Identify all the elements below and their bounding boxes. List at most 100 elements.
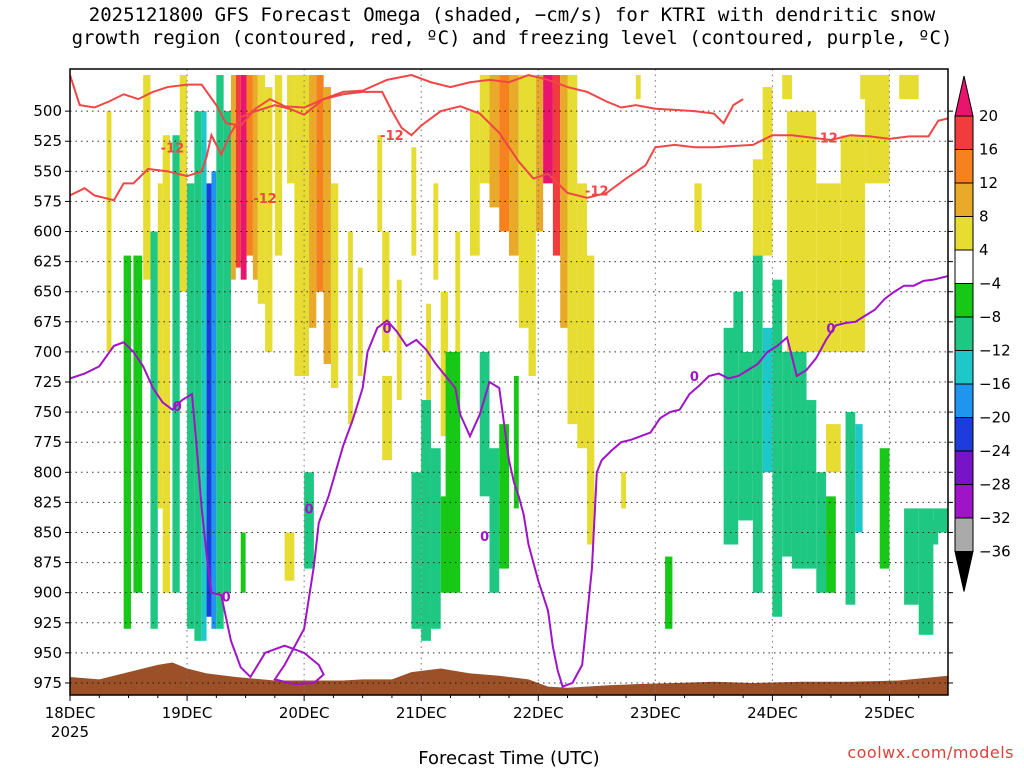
- colorbar-label: −28: [979, 476, 1011, 494]
- colorbar-swatch: [954, 149, 974, 184]
- y-tick-label: 550: [33, 162, 62, 180]
- x-axis-title: Forecast Time (UTC): [418, 748, 599, 768]
- omega-band: [133, 255, 143, 593]
- colorbar-label: 8: [979, 208, 989, 226]
- omega-band: [840, 135, 866, 352]
- omega-band: [782, 351, 792, 557]
- omega-band: [489, 448, 500, 593]
- omega-band: [733, 291, 744, 352]
- freezing-contour-label: 0: [222, 590, 231, 605]
- watermark: coolwx.com/models: [847, 743, 1014, 762]
- omega-band: [143, 75, 151, 280]
- omega-band: [179, 75, 188, 292]
- omega-band: [123, 255, 131, 629]
- omega-band: [430, 448, 441, 629]
- y-tick-label: 950: [33, 644, 62, 662]
- y-tick-label: 675: [33, 313, 62, 331]
- x-tick-label: 24DEC: [747, 704, 798, 722]
- omega-band: [304, 472, 314, 569]
- dgz-contour-label: -12: [380, 129, 404, 144]
- y-tick-label: 875: [33, 554, 62, 572]
- colorbar-swatch: [954, 216, 974, 251]
- omega-band: [535, 75, 544, 232]
- freezing-contour-label: 0: [173, 400, 182, 415]
- y-tick-label: 500: [33, 102, 62, 120]
- dgz-contour-top: [69, 90, 949, 202]
- omega-band: [694, 183, 702, 232]
- dgz-contour-label: -12: [585, 185, 609, 200]
- x-tick-label: 19DEC: [162, 704, 213, 722]
- colorbar-swatch: [954, 249, 974, 284]
- omega-band: [752, 255, 763, 593]
- omega-band: [172, 135, 180, 593]
- omega-band: [187, 183, 195, 629]
- omega-band: [499, 75, 509, 232]
- x-tick-label: 20DEC: [279, 704, 330, 722]
- colorbar-swatch: [954, 182, 974, 217]
- omega-band: [479, 75, 490, 184]
- y-tick-label: 575: [33, 192, 62, 210]
- colorbar-bottom-arrow: [954, 551, 974, 592]
- freezing-contour-label: 0: [690, 370, 699, 385]
- y-tick-label: 600: [33, 223, 62, 241]
- colorbar-label: 16: [979, 141, 998, 159]
- omega-band: [246, 75, 253, 256]
- chart-title-line-2: growth region (contoured, red, ºC) and f…: [71, 27, 953, 49]
- omega-band: [265, 87, 273, 352]
- colorbar-swatch: [954, 383, 974, 418]
- omega-band: [440, 291, 449, 437]
- x-tick-label: 18DEC: [45, 704, 96, 722]
- y-tick-label: 625: [33, 253, 62, 271]
- colorbar-label: −8: [979, 308, 1001, 326]
- y-tick-label: 925: [33, 614, 62, 632]
- colorbar-label: −24: [979, 442, 1011, 460]
- y-tick-label: 700: [33, 343, 62, 361]
- omega-band: [928, 520, 939, 545]
- colorbar-swatch: [954, 316, 974, 351]
- colorbar-swatch: [954, 484, 974, 519]
- omega-band: [240, 75, 247, 280]
- terrain-layer: [70, 662, 948, 695]
- omega-band: [518, 75, 529, 328]
- omega-band: [348, 231, 353, 425]
- freezing-contour-label: 0: [480, 530, 489, 545]
- omega-band: [240, 532, 246, 593]
- omega-band: [499, 424, 509, 569]
- y-tick-label: 825: [33, 493, 62, 511]
- omega-band: [162, 135, 170, 593]
- omega-band: [357, 267, 363, 376]
- omega-band: [665, 556, 673, 629]
- omega-band: [543, 75, 553, 184]
- omega-band: [252, 75, 258, 280]
- colorbar-label: −20: [979, 409, 1011, 427]
- y-tick-label: 725: [33, 373, 62, 391]
- omega-band: [738, 351, 753, 521]
- omega-band: [316, 75, 324, 292]
- omega-band: [762, 87, 773, 256]
- omega-band: [552, 75, 561, 256]
- omega-band: [150, 231, 158, 629]
- omega-band: [806, 400, 817, 569]
- dgz-contour-label: -12: [814, 132, 838, 147]
- omega-band: [284, 532, 295, 581]
- y-tick-label: 800: [33, 463, 62, 481]
- omega-band: [587, 255, 595, 545]
- y-tick-label: 900: [33, 584, 62, 602]
- dgz-contour-bottom: [69, 73, 744, 127]
- omega-band: [382, 231, 390, 352]
- x-tick-label: 25DEC: [864, 704, 915, 722]
- omega-band: [816, 472, 827, 593]
- omega-band: [879, 448, 890, 569]
- colorbar-swatch: [954, 283, 974, 318]
- x-tick-label: 22DEC: [513, 704, 564, 722]
- omega-band: [479, 351, 490, 497]
- omega-band: [421, 400, 431, 641]
- omega-band: [433, 183, 439, 280]
- colorbar-label: 20: [979, 107, 998, 125]
- colorbar-swatch: [954, 350, 974, 385]
- omega-band: [860, 75, 885, 100]
- y-tick-label: 650: [33, 283, 62, 301]
- y-tick-label: 525: [33, 132, 62, 150]
